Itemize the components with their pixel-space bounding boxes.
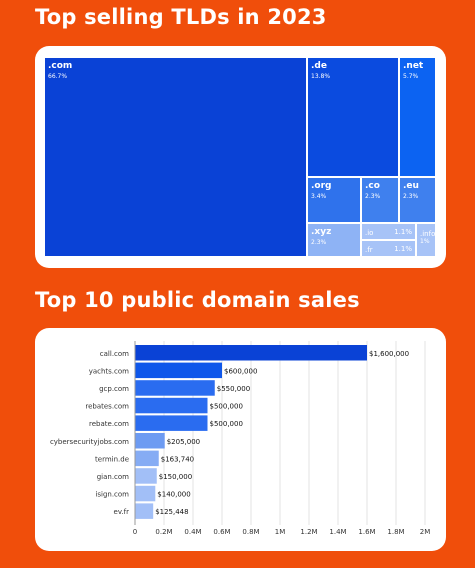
value-label: $600,000: [224, 367, 257, 375]
treemap-tile-label: .eu: [403, 181, 419, 191]
category-label: call.com: [100, 350, 129, 358]
value-label: $550,000: [217, 385, 250, 393]
value-label: $1,600,000: [369, 350, 409, 358]
treemap-tile-label: .xyz: [311, 227, 332, 237]
treemap-tile-fr: .fr 1.1%: [361, 240, 416, 257]
x-tick-label: 1.6M: [358, 528, 375, 536]
category-label: gian.com: [97, 473, 129, 481]
value-label: $163,740: [161, 455, 194, 463]
treemap-tile-percent: 2.3%: [403, 193, 419, 200]
category-label: yachts.com: [89, 367, 129, 375]
x-tick-label: 1.2M: [300, 528, 317, 536]
treemap-tile-label: .com: [48, 61, 73, 71]
value-label: $150,000: [159, 473, 192, 481]
bar: [135, 345, 367, 361]
x-tick-label: 0: [133, 528, 137, 536]
treemap-tile-percent: 1.1%: [394, 245, 412, 253]
bar-chart-title: Top 10 public domain sales: [35, 288, 360, 312]
treemap-tile-percent: 1%: [420, 238, 430, 245]
category-label: gcp.com: [99, 385, 129, 393]
bar: [135, 380, 215, 396]
tld-treemap: .com 66.7% .de 13.8% .net 5.7% .org 3.4% .co 2.3%…: [44, 57, 436, 257]
value-label: $140,000: [157, 491, 190, 499]
bar: [135, 468, 157, 484]
bar-chart-card: 0 0.2M 0.4M 0.6M 0.8M 1M 1.2M 1.4M 1.6M 1.8M 2M cal…: [35, 328, 446, 551]
value-label: $500,000: [210, 403, 243, 411]
x-tick-label: 0.4M: [184, 528, 201, 536]
category-label: rebates.com: [85, 403, 129, 411]
category-label: ev.fr: [114, 508, 130, 516]
treemap-tile-label: .co: [365, 181, 380, 191]
bar: [135, 450, 159, 467]
treemap-tile-label: .org: [311, 181, 332, 191]
treemap-title: Top selling TLDs in 2023: [35, 5, 327, 29]
bar: [135, 503, 154, 519]
treemap-tile-net: .net 5.7%: [399, 57, 436, 177]
treemap-tile-de: .de 13.8%: [307, 57, 399, 177]
domain-sales-bar-chart: 0 0.2M 0.4M 0.6M 0.8M 1M 1.2M 1.4M 1.6M 1.8M 2M cal…: [50, 341, 431, 536]
treemap-tile-co: .co 2.3%: [361, 177, 399, 223]
treemap-tile-eu: .eu 2.3%: [399, 177, 436, 223]
treemap-tile-percent: 3.4%: [311, 193, 327, 200]
treemap-tile-percent: 2.3%: [365, 193, 381, 200]
treemap-tile-label: .fr: [365, 246, 373, 254]
x-tick-label: 1.4M: [329, 528, 346, 536]
category-label: termin.de: [95, 455, 129, 463]
x-tick-label: 2M: [420, 528, 431, 536]
treemap-tile-io: .io 1.1%: [361, 223, 416, 240]
treemap-tile-xyz: .xyz 2.3%: [307, 223, 361, 257]
bar: [135, 397, 208, 414]
x-tick-label: 1M: [275, 528, 286, 536]
x-tick-label: 0.2M: [155, 528, 172, 536]
treemap-tile-label: .info: [420, 230, 436, 238]
bar: [135, 485, 156, 502]
treemap-tile-label: .net: [403, 61, 424, 71]
treemap-tile-info: .info 1%: [416, 223, 436, 257]
bar: [135, 362, 222, 379]
value-label: $205,000: [167, 438, 200, 446]
treemap-tile-percent: 13.8%: [311, 73, 331, 80]
category-label: rebate.com: [89, 420, 129, 428]
treemap-tile-percent: 2.3%: [311, 239, 327, 246]
treemap-tile-com: .com 66.7%: [44, 57, 307, 257]
value-label: $500,000: [210, 420, 243, 428]
treemap-tile-percent: 5.7%: [403, 73, 419, 80]
value-label: $125,448: [155, 508, 188, 516]
treemap-tile-label: .io: [365, 229, 374, 237]
bar: [135, 415, 208, 431]
bar: [135, 433, 165, 449]
x-tick-label: 1.8M: [387, 528, 404, 536]
treemap-tile-percent: 1.1%: [394, 228, 412, 236]
treemap-card: .com 66.7% .de 13.8% .net 5.7% .org 3.4% .co 2.3%…: [35, 46, 446, 268]
treemap-tile-label: .de: [311, 61, 327, 71]
x-tick-label: 0.8M: [242, 528, 259, 536]
category-label: isign.com: [95, 491, 129, 499]
x-tick-label: 0.6M: [213, 528, 230, 536]
category-label: cybersecurityjobs.com: [50, 438, 129, 446]
treemap-tile-org: .org 3.4%: [307, 177, 361, 223]
treemap-tile-percent: 66.7%: [48, 73, 68, 80]
